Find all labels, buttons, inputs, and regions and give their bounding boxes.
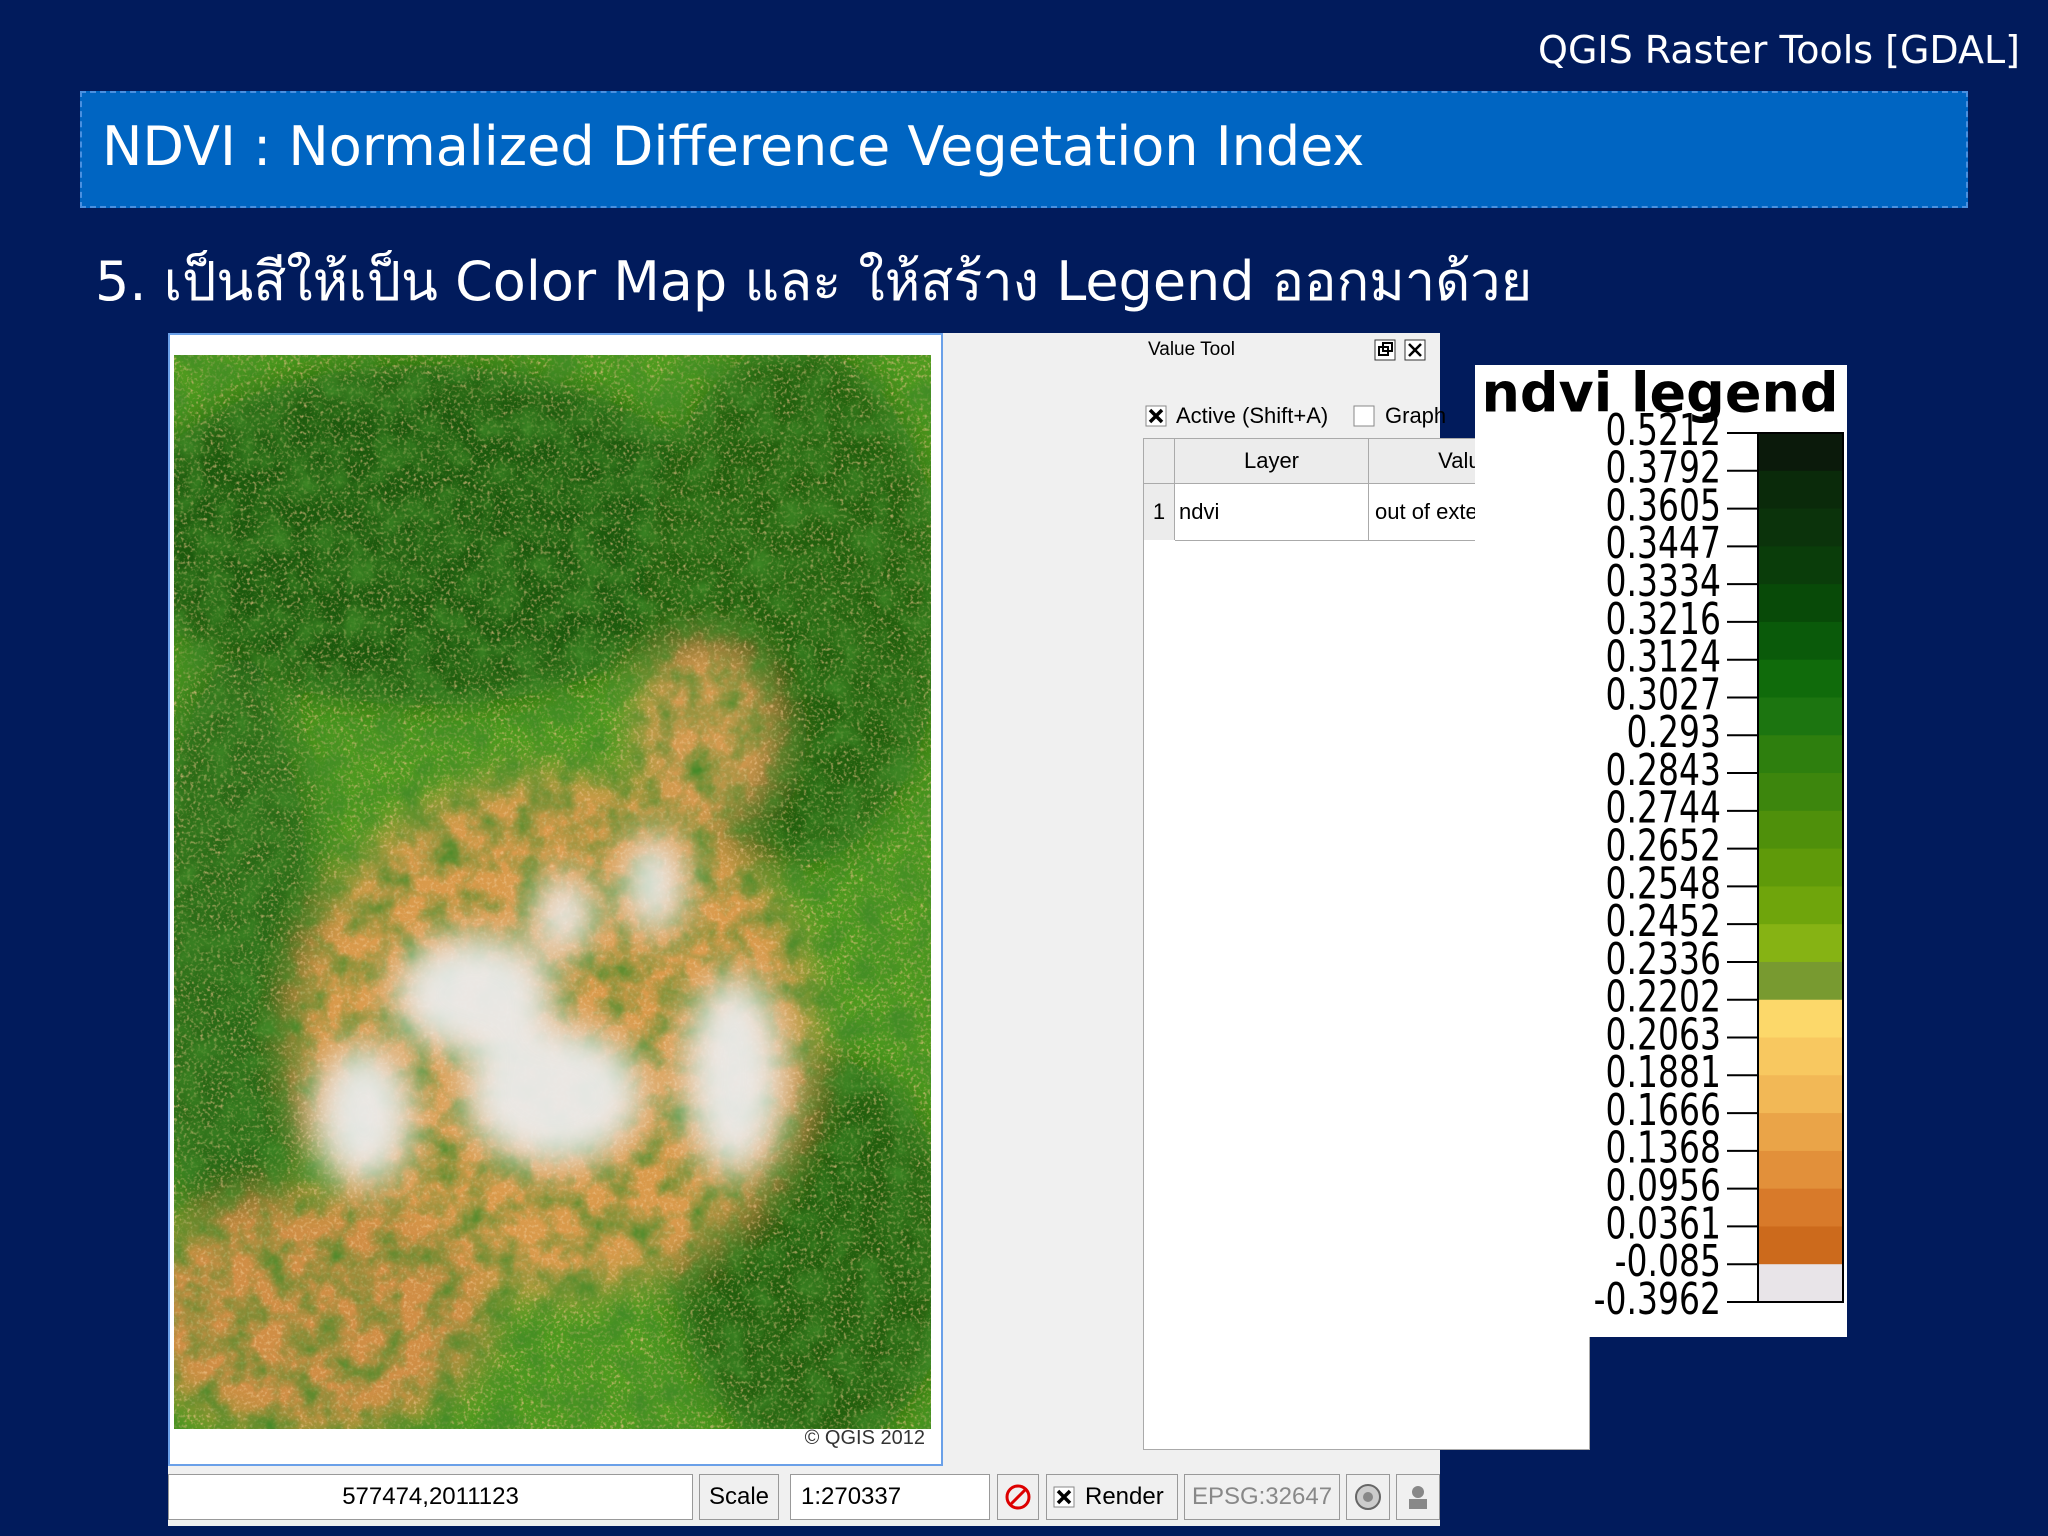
legend-swatch (1758, 659, 1843, 698)
legend-label: 0.2548 (1606, 859, 1721, 910)
legend-label: 0.2652 (1606, 821, 1721, 872)
legend-swatch (1758, 470, 1843, 510)
legend-label: 0.3447 (1606, 519, 1721, 570)
active-checkbox[interactable] (1145, 405, 1167, 427)
legend-swatch (1758, 1075, 1843, 1114)
step-text: 5. เป็นสีให้เป็น Color Map และ ให้สร้าง … (95, 250, 1533, 313)
map-canvas[interactable]: © QGIS 2012 (168, 333, 943, 1466)
crs-button[interactable]: EPSG:32647 (1184, 1474, 1340, 1520)
legend-swatch (1758, 999, 1843, 1039)
legend-swatch (1758, 508, 1843, 547)
legend-label: 0.2063 (1606, 1010, 1721, 1061)
legend-label: 0.2452 (1606, 896, 1721, 947)
legend-swatch (1758, 773, 1843, 812)
legend-swatch (1758, 697, 1843, 736)
float-button[interactable] (1374, 339, 1396, 361)
qgis-screenshot: © QGIS 2012 Value Tool Active (Shift+A) … (168, 333, 1590, 1526)
value-tool-panel: Value Tool Active (Shift+A) Graph Layer … (943, 333, 1590, 1466)
legend-label: 0.1881 (1606, 1048, 1721, 1099)
legend-label: 0.1368 (1606, 1123, 1721, 1174)
legend-swatch (1758, 886, 1843, 925)
crs-icon[interactable] (1346, 1474, 1390, 1520)
render-toggle[interactable]: Render (1046, 1474, 1178, 1520)
legend-label: 0.1666 (1606, 1085, 1721, 1136)
legend-swatch (1758, 924, 1843, 963)
legend-label: 0.0361 (1606, 1199, 1721, 1250)
legend-swatch (1758, 1150, 1843, 1190)
legend-label: 0.2336 (1606, 934, 1721, 985)
legend-swatch (1758, 1264, 1843, 1303)
legend-swatch (1758, 584, 1843, 623)
graph-label: Graph (1385, 403, 1447, 428)
legend-swatch (1758, 433, 1843, 472)
legend-swatch (1758, 810, 1843, 850)
legend-label: 0.293 (1627, 708, 1721, 759)
legend-bar-frame (1757, 432, 1844, 1303)
legend-label: 0.3216 (1606, 594, 1721, 645)
legend-label: 0.5212 (1606, 405, 1721, 456)
legend-swatch (1758, 1037, 1843, 1076)
ndvi-raster (174, 355, 931, 1429)
legend-label: 0.2744 (1606, 783, 1721, 834)
coordinate-field[interactable]: 577474,2011123 (168, 1474, 693, 1520)
panel-title: Value Tool (1148, 339, 1235, 360)
close-button[interactable] (1404, 339, 1426, 361)
legend-swatch (1758, 1113, 1843, 1152)
top-title: QGIS Raster Tools [GDAL] (1538, 28, 2020, 72)
legend-label: 0.0956 (1606, 1161, 1721, 1212)
scale-label: Scale (699, 1474, 779, 1520)
legend-label: -0.085 (1615, 1236, 1721, 1287)
legend-label: 0.3792 (1606, 443, 1721, 494)
legend-label: 0.3124 (1606, 632, 1721, 683)
log-icon[interactable] (1396, 1474, 1440, 1520)
legend-swatch (1758, 961, 1843, 1001)
stop-render-button[interactable] (997, 1474, 1039, 1520)
row-number: 1 (1144, 484, 1175, 540)
legend: ndvi legend 0.52120.37920.36050.34470.33… (1475, 365, 1847, 1337)
legend-label: -0.3962 (1594, 1274, 1721, 1325)
scale-field[interactable]: 1:270337 (790, 1474, 990, 1520)
legend-title: ndvi legend (1481, 365, 1838, 425)
map-copyright: © QGIS 2012 (804, 1427, 925, 1449)
legend-swatch (1758, 621, 1843, 661)
legend-swatch (1758, 1188, 1843, 1227)
legend-swatch (1758, 848, 1843, 887)
legend-swatch (1758, 546, 1843, 585)
legend-label: 0.2202 (1606, 972, 1721, 1023)
legend-label: 0.3605 (1606, 481, 1721, 532)
banner: NDVI : Normalized Difference Vegetation … (80, 91, 1968, 208)
active-label: Active (Shift+A) (1176, 403, 1329, 428)
legend-swatch (1758, 1226, 1843, 1265)
table-cell: ndvi (1175, 484, 1369, 541)
graph-checkbox[interactable] (1353, 405, 1375, 427)
legend-swatch (1758, 735, 1843, 774)
slide-title: NDVI : Normalized Difference Vegetation … (102, 115, 1365, 178)
render-label: Render (1085, 1483, 1164, 1510)
header-cell[interactable]: Layer (1175, 439, 1369, 484)
legend-label: 0.2843 (1606, 745, 1721, 796)
legend-label: 0.3334 (1606, 556, 1721, 607)
legend-label: 0.3027 (1606, 670, 1721, 721)
